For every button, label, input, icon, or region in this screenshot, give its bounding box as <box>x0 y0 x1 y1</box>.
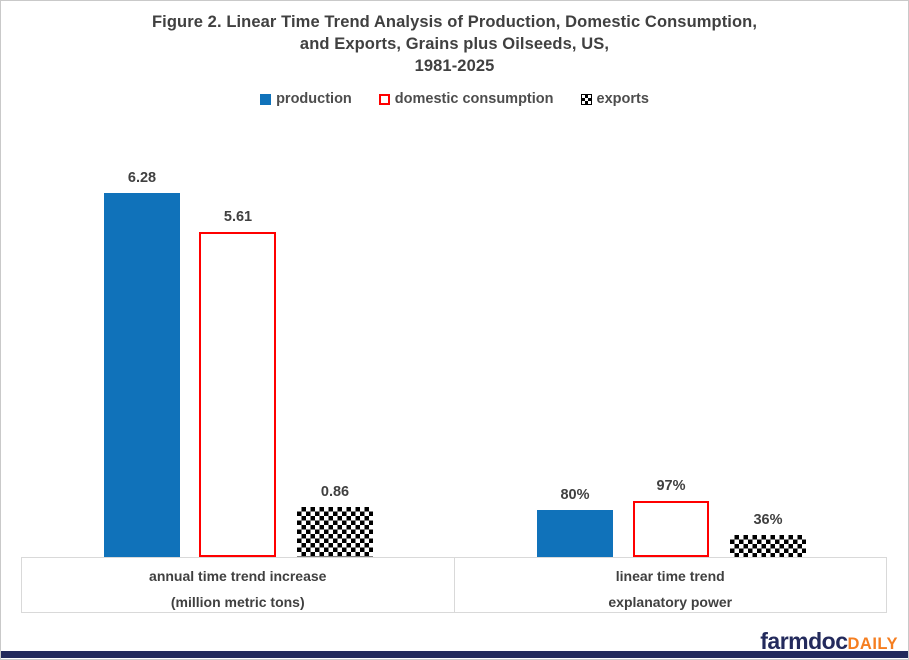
bar-domestic-consumption-group2 <box>633 501 709 557</box>
category-label-g1-line1: annual time trend increase <box>149 568 327 584</box>
value-label-exports-g1: 0.86 <box>320 484 350 500</box>
figure-title: Figure 2. Linear Time Trend Analysis of … <box>0 11 909 77</box>
brand-daily-text: DAILY <box>847 635 898 653</box>
bar-production-group2 <box>537 510 613 557</box>
category-label-g2-line2: explanatory power <box>608 594 733 610</box>
legend-label-production: production <box>276 91 352 107</box>
farmdoc-daily-logo: farmdoc DAILY <box>760 628 898 655</box>
figure-title-line3: 1981-2025 <box>414 57 495 75</box>
figure-title-line2: and Exports, Grains plus Oilseeds, US, <box>299 35 610 53</box>
value-label-consumption-g1: 5.61 <box>223 209 253 225</box>
value-label-production-g1: 6.28 <box>127 170 157 186</box>
legend-item-domestic-consumption: domestic consumption <box>378 91 554 107</box>
category-cell-explanatory-power: linear time trend explanatory power <box>453 558 887 612</box>
category-axis-box: annual time trend increase (million metr… <box>21 557 887 613</box>
production-swatch-icon <box>260 93 272 105</box>
legend-label-domestic-consumption: domestic consumption <box>394 91 554 107</box>
footer-navy-bar <box>1 651 908 658</box>
bar-production-group1 <box>104 193 180 557</box>
legend-item-production: production <box>260 91 352 107</box>
brand-farmdoc-text: farmdoc <box>760 628 848 654</box>
category-label-g2-line1: linear time trend <box>615 568 725 584</box>
category-cell-annual-increase: annual time trend increase (million metr… <box>22 558 454 612</box>
figure-title-line1: Figure 2. Linear Time Trend Analysis of … <box>151 13 758 31</box>
value-label-exports-g2: 36% <box>753 512 783 528</box>
bar-exports-group2 <box>730 535 806 557</box>
legend-item-exports: exports <box>580 91 649 107</box>
chart-legend: production domestic consumption exports <box>0 91 909 107</box>
category-label-g1-line2: (million metric tons) <box>170 594 305 610</box>
value-label-production-g2: 80% <box>560 487 590 503</box>
value-label-consumption-g2: 97% <box>656 478 686 494</box>
bar-exports-group1 <box>297 507 373 557</box>
exports-swatch-icon <box>580 93 592 105</box>
legend-label-exports: exports <box>596 91 649 107</box>
domestic-consumption-swatch-icon <box>378 93 390 105</box>
bar-domestic-consumption-group1 <box>199 232 276 557</box>
